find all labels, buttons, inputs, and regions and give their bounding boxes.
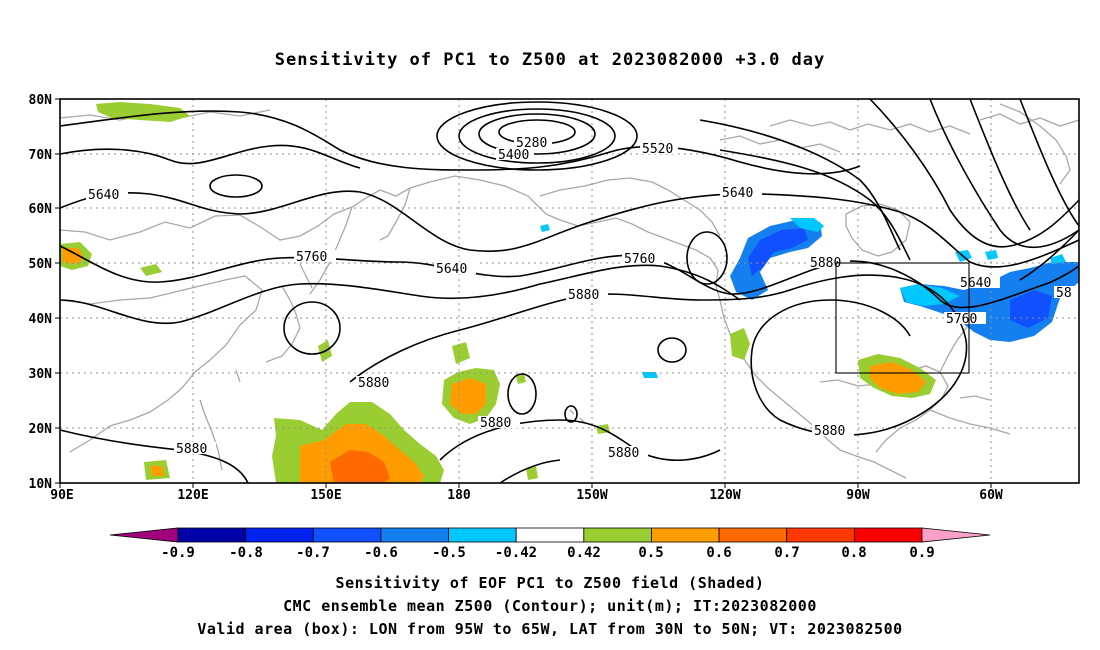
positive-region-small-i [526, 466, 538, 480]
contour-label-5880-gulf: 5880 [814, 424, 845, 439]
negative-region-small-5 [540, 224, 550, 232]
positive-region-small-f [150, 466, 164, 476]
negative-region-small-3 [1050, 254, 1066, 264]
lon-label-120w: 120W [709, 488, 740, 503]
valid-area-box [835, 262, 970, 374]
contour-label-5640-east: 5640 [960, 276, 991, 291]
positive-region-west-pacific-hot [330, 450, 390, 483]
positive-region-small-a [140, 264, 162, 276]
contour-label-5640-central: 5640 [436, 262, 467, 277]
lon-label-150w: 150W [576, 488, 607, 503]
caption-shading: Sensitivity of EOF PC1 to Z500 field (Sh… [335, 574, 765, 592]
contour-label-5760-west: 5760 [296, 250, 327, 265]
positive-region-gulf-core [870, 362, 926, 394]
lat-axis: 80N 70N 60N 50N 40N 30N 20N 10N [29, 93, 60, 492]
positive-region-small-g [516, 374, 526, 384]
lat-label-80n: 80N [29, 93, 53, 108]
contour-label-5880-south: 5880 [480, 416, 511, 431]
contour-label-5880-southwest: 5880 [176, 442, 207, 457]
contour-label-5280: 5280 [516, 136, 547, 151]
figure-title: Sensitivity of PC1 to Z500 at 2023082000… [274, 50, 826, 70]
contour-label-5880-central: 5880 [568, 288, 599, 303]
lon-label-60w: 60W [979, 488, 1003, 503]
positive-region-small-c [452, 342, 470, 364]
lat-label-10n: 10N [29, 477, 53, 492]
contour-label-5760-central: 5760 [624, 252, 655, 267]
lat-label-60n: 60N [29, 202, 53, 217]
sensitivity-shading [60, 102, 1079, 483]
lat-label-40n: 40N [29, 312, 53, 327]
contour-label-5640-west: 5640 [88, 188, 119, 203]
positive-region-west-edge-core [62, 248, 84, 264]
lon-label-180: 180 [447, 488, 471, 503]
positive-region-small-d [730, 328, 750, 360]
caption-contour: CMC ensemble mean Z500 (Contour); unit(m… [283, 597, 817, 615]
lon-label-90e: 90E [50, 488, 73, 503]
contour-label-5760-east: 5760 [946, 312, 977, 327]
negative-region-west-coast-core [748, 228, 808, 276]
negative-region-west-coast-fringe [790, 218, 824, 232]
lat-label-70n: 70N [29, 148, 53, 163]
contour-label-58-edge: 58 [1056, 286, 1072, 301]
caption-valid-area: Valid area (box): LON from 95W to 65W, L… [197, 620, 903, 638]
lat-label-30n: 30N [29, 367, 53, 382]
lon-label-90w: 90W [846, 488, 870, 503]
map-frame [59, 98, 1080, 484]
lat-label-20n: 20N [29, 422, 53, 437]
lon-axis: 90E 120E 150E 180 150W 120W 90W 60W [50, 483, 1003, 503]
contour-label-5880-box: 5880 [810, 256, 841, 271]
contour-label-5880-pacific: 5880 [358, 376, 389, 391]
contour-label-5520: 5520 [642, 142, 673, 157]
positive-region-northwest [96, 102, 190, 122]
contour-label-5880-southeast: 5880 [608, 446, 639, 461]
contour-label-5400: 5400 [498, 148, 529, 163]
lon-label-150e: 150E [310, 488, 341, 503]
contour-label-5640-north: 5640 [722, 186, 753, 201]
lat-label-50n: 50N [29, 257, 53, 272]
lon-label-120e: 120E [177, 488, 208, 503]
z500-contours [59, 98, 1080, 484]
